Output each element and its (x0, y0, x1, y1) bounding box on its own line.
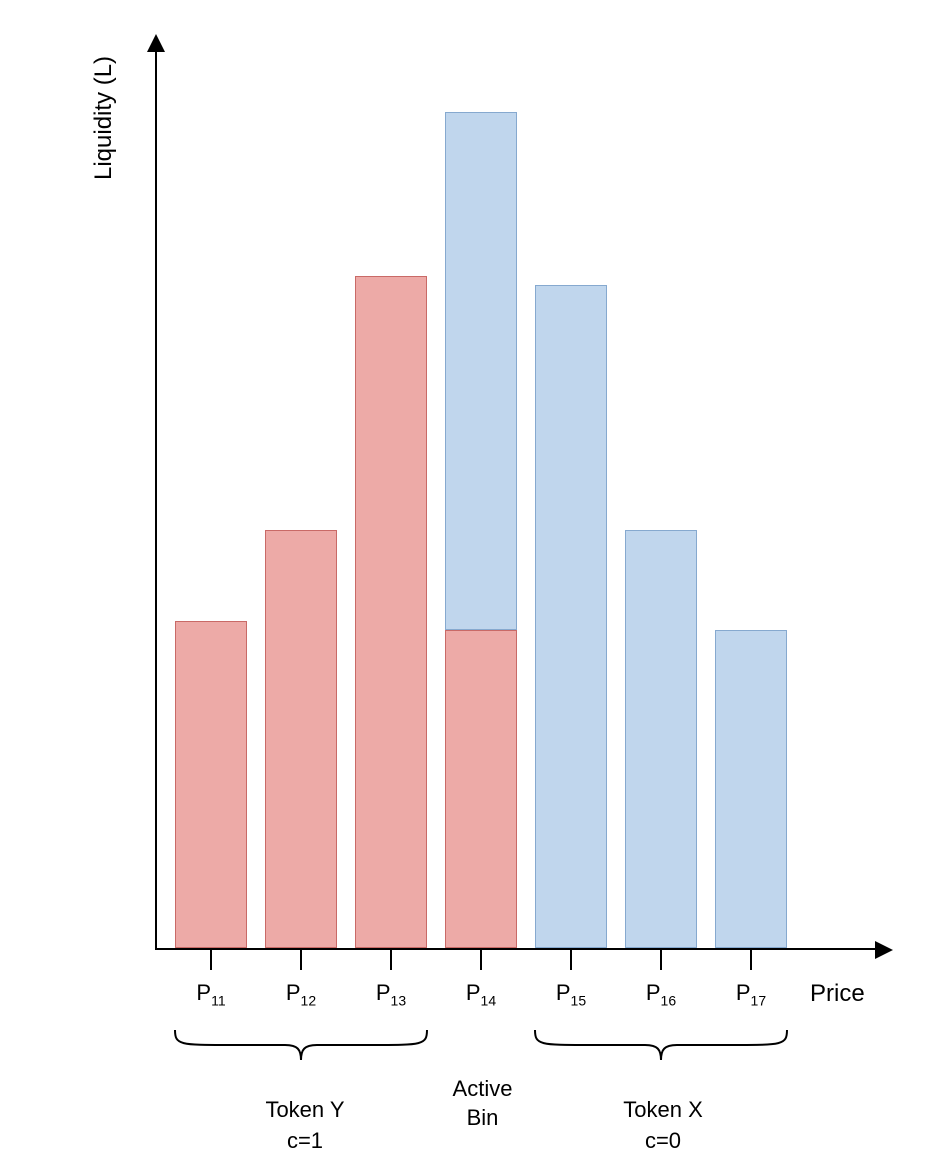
xtick-label-7: P17 (736, 980, 766, 1008)
x-axis-label: Price (810, 980, 865, 1008)
bar-p16 (625, 530, 697, 948)
xtick-4 (480, 950, 482, 970)
active-bin-label: Active Bin (450, 1075, 515, 1132)
bar-p14-bottom (445, 630, 517, 948)
xtick-7 (750, 950, 752, 970)
liquidity-bin-chart: Liquidity (L) Price P11 P12 P13 P14 P15 … (80, 40, 900, 1140)
bar-p13 (355, 276, 427, 948)
y-axis-arrow-icon (147, 34, 165, 52)
xtick-2 (300, 950, 302, 970)
token-y-label: Token Y c=1 (250, 1095, 360, 1157)
brace-token-y-icon (170, 1025, 432, 1065)
bar-p17 (715, 630, 787, 948)
bar-p12 (265, 530, 337, 948)
xtick-1 (210, 950, 212, 970)
xtick-label-3: P13 (376, 980, 406, 1008)
brace-token-x-icon (530, 1025, 792, 1065)
xtick-label-2: P12 (286, 980, 316, 1008)
xtick-label-5: P15 (556, 980, 586, 1008)
xtick-label-4: P14 (466, 980, 496, 1008)
y-axis-label: Liquidity (L) (90, 56, 118, 180)
xtick-3 (390, 950, 392, 970)
xtick-label-6: P16 (646, 980, 676, 1008)
xtick-6 (660, 950, 662, 970)
xtick-label-1: P11 (196, 980, 225, 1008)
bar-p14-top (445, 112, 517, 630)
token-x-label: Token X c=0 (608, 1095, 718, 1157)
xtick-5 (570, 950, 572, 970)
x-axis-arrow-icon (875, 941, 893, 959)
bar-p15 (535, 285, 607, 948)
x-axis (155, 948, 880, 950)
y-axis (155, 40, 157, 950)
bar-p11 (175, 621, 247, 948)
